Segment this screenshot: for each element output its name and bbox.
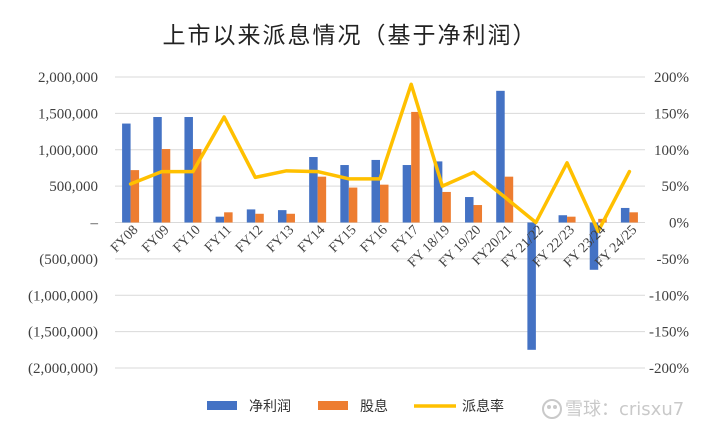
payout-ratio-line [128,82,632,233]
y-left-tick-label: (1,000,000) [28,288,98,304]
legend-dividend: 股息 [318,398,388,415]
x-tick-label: FY09 [139,223,172,256]
net-profit-bar [340,165,349,223]
x-tick-label: FY12 [233,223,266,256]
y-left-tick-label: 500,000 [49,179,98,195]
snowball-logo-icon [542,399,562,419]
dividend-bar [411,111,420,223]
legend-net-profit: 净利润 [207,399,291,415]
y-right-tick-label: 100% [654,143,689,159]
dividend-bar [161,149,171,223]
net-profit-bar [215,216,225,223]
dividend-bar [473,205,483,223]
x-axis-labels: FY08FY09FY10FY11FY12FY13FY14FY15FY16FY17… [108,223,640,271]
x-tick-label: FY10 [171,223,204,256]
dividend-bar [629,212,638,223]
y-right-tick-label: 0% [669,216,689,232]
net-profit-bar [402,165,412,223]
net-profit-bar [433,161,443,223]
dividend-bar [224,212,233,223]
x-tick-label: FY13 [264,223,297,256]
legend-payout-ratio: 派息率 [414,398,504,415]
bars [122,90,638,350]
y-left-tick-label: (500,000) [39,252,98,268]
y-right-tick-label: -100% [649,288,689,304]
y-left-tick-label: 1,500,000 [38,106,98,122]
net-profit-bar [184,117,193,223]
net-profit-bar [246,209,256,223]
dividend-bar [192,149,202,223]
y-left-tick-label: (1,500,000) [28,325,98,341]
y-right-tick-label: 150% [654,106,689,122]
dividend-bar [317,176,327,223]
y-axis-left: 2,000,000 1,500,000 1,000,000 500,000 – (500,… [28,70,99,377]
legend-label: 派息率 [462,398,504,415]
net-profit-bar [122,123,131,223]
net-profit-bar [465,197,474,223]
dividend-bar [348,187,358,223]
payout-line [128,82,632,233]
watermark: 雪球：crisxu7 [542,399,684,420]
y-left-tick-label: (2,000,000) [28,361,98,377]
net-profit-bar [558,215,568,223]
y-right-tick-label: 50% [662,179,690,195]
dividend-bar [255,213,264,223]
legend-swatch [318,401,348,410]
x-tick-label: FY15 [326,223,359,256]
net-profit-bar [527,222,536,350]
x-tick-label: FY11 [202,223,235,256]
x-tick-label: FY16 [358,223,391,256]
y-axis-right: 200% 150% 100% 50% 0% -50% -100% -150% -200% [649,70,689,377]
net-profit-bar [496,90,505,223]
y-left-tick-label: 1,000,000 [38,143,98,159]
net-profit-bar [589,222,599,270]
legend-label: 股息 [360,398,388,415]
y-right-tick-label: -150% [649,325,689,341]
y-left-tick-label: – [90,216,99,232]
y-right-tick-label: -50% [657,252,690,268]
dividend-bar [567,216,576,223]
net-profit-bar [153,117,162,223]
y-right-tick-label: 200% [654,70,689,86]
dividend-bar [442,191,451,223]
y-left-tick-label: 2,000,000 [38,70,98,86]
net-profit-bar [371,159,380,223]
dividend-bar [130,170,140,223]
net-profit-bar [309,157,318,223]
legend-label: 净利润 [249,399,291,415]
legend-swatch [207,401,237,410]
net-profit-bar [277,210,287,223]
x-tick-label: FY14 [295,223,328,256]
chart-title: 上市以来派息情况（基于净利润） [163,23,538,49]
y-right-tick-label: -200% [649,361,689,377]
legend: 净利润 股息 派息率 [207,398,504,415]
watermark-text: 雪球：crisxu7 [565,399,684,420]
net-profit-bar [620,207,630,223]
x-tick-label: FY08 [108,223,141,256]
dividend-bar [380,184,389,223]
dividend-bar [286,213,295,223]
